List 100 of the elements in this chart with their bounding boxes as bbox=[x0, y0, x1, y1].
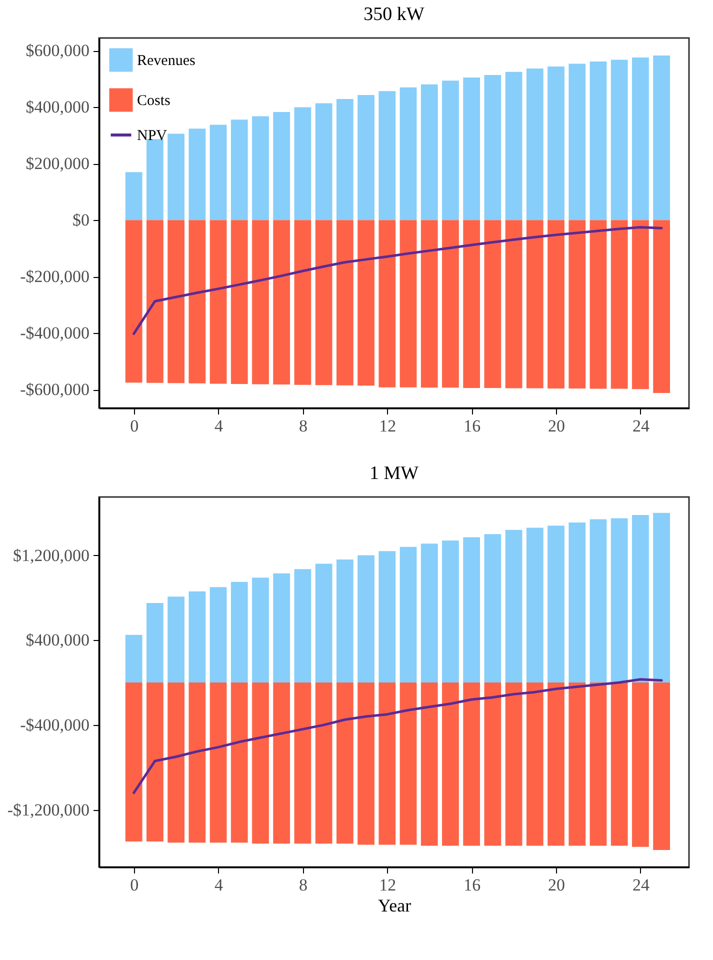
y-tick-label: $1,200,000 bbox=[13, 546, 90, 565]
bar bbox=[505, 530, 522, 683]
chart-title: 1 MW bbox=[369, 463, 419, 484]
y-tick-label: $200,000 bbox=[26, 154, 90, 174]
bar bbox=[252, 116, 269, 220]
bar bbox=[484, 682, 502, 846]
bar bbox=[230, 682, 248, 843]
bar bbox=[463, 537, 480, 683]
bar bbox=[400, 546, 417, 683]
bar bbox=[358, 555, 374, 683]
bar bbox=[632, 220, 649, 390]
bar bbox=[484, 534, 502, 683]
x-axis-title: Year bbox=[378, 896, 412, 916]
bar bbox=[273, 682, 290, 844]
bar bbox=[442, 80, 459, 220]
x-tick-label: 20 bbox=[548, 876, 566, 894]
bar bbox=[230, 220, 248, 384]
bar bbox=[653, 56, 670, 220]
bar bbox=[653, 512, 670, 683]
x-tick-label: 24 bbox=[632, 876, 650, 894]
bar bbox=[378, 682, 396, 845]
bar bbox=[125, 634, 142, 683]
bar bbox=[273, 220, 290, 385]
bar bbox=[273, 573, 290, 683]
bar bbox=[548, 682, 564, 846]
bar bbox=[125, 220, 142, 383]
bar bbox=[548, 220, 564, 389]
bar bbox=[590, 519, 607, 683]
bar bbox=[610, 518, 628, 683]
x-tick-label: 12 bbox=[379, 876, 396, 894]
bar bbox=[463, 78, 480, 220]
bar bbox=[590, 682, 607, 846]
bar bbox=[336, 220, 354, 386]
bar bbox=[505, 682, 522, 846]
bar bbox=[358, 682, 374, 845]
bar bbox=[188, 591, 206, 683]
bar bbox=[146, 603, 164, 683]
bar bbox=[188, 128, 206, 220]
bar bbox=[252, 682, 269, 844]
bar bbox=[526, 220, 544, 388]
bar bbox=[294, 107, 312, 220]
bar bbox=[210, 587, 227, 683]
bar bbox=[420, 84, 438, 220]
x-tick-label: 8 bbox=[298, 876, 308, 894]
bar bbox=[336, 99, 354, 220]
legend-label: NPV bbox=[137, 128, 168, 144]
bar bbox=[358, 220, 374, 386]
bar bbox=[125, 682, 142, 842]
bar bbox=[315, 220, 332, 386]
y-tick-label: $600,000 bbox=[26, 41, 90, 60]
x-tick-label: 16 bbox=[464, 416, 481, 436]
bar bbox=[273, 112, 290, 220]
bar bbox=[358, 95, 374, 220]
bar bbox=[590, 220, 607, 389]
x-tick-label: 4 bbox=[214, 416, 224, 436]
y-tick-label: $400,000 bbox=[26, 630, 90, 650]
x-tick-label: 12 bbox=[379, 416, 396, 436]
bar bbox=[420, 682, 438, 846]
bar bbox=[336, 560, 354, 683]
bar bbox=[484, 75, 502, 220]
y-tick-label: -$200,000 bbox=[20, 267, 90, 286]
x-tick-label: 0 bbox=[130, 876, 139, 894]
bar bbox=[336, 682, 354, 844]
bar bbox=[146, 220, 164, 383]
bar bbox=[505, 220, 522, 388]
x-tick-label: 0 bbox=[130, 416, 139, 436]
bar bbox=[632, 682, 649, 847]
bar bbox=[315, 682, 332, 844]
bar bbox=[632, 515, 649, 683]
bar bbox=[420, 220, 438, 388]
x-tick-label: 4 bbox=[214, 876, 224, 894]
bar bbox=[294, 220, 312, 385]
bar bbox=[125, 172, 142, 220]
bar bbox=[168, 596, 184, 683]
bar bbox=[568, 522, 586, 683]
bar bbox=[463, 682, 480, 846]
bar bbox=[294, 682, 312, 844]
bar bbox=[610, 220, 628, 389]
bar bbox=[146, 139, 164, 220]
x-tick-label: 16 bbox=[464, 876, 481, 894]
bar bbox=[568, 682, 586, 846]
bar bbox=[548, 66, 564, 220]
bar bbox=[188, 682, 206, 843]
chart-title: 350 kW bbox=[364, 4, 424, 25]
bar bbox=[610, 682, 628, 846]
bar bbox=[590, 61, 607, 220]
bar bbox=[168, 682, 184, 843]
bar bbox=[252, 578, 269, 683]
bar bbox=[653, 220, 670, 394]
bar bbox=[610, 60, 628, 220]
bar bbox=[548, 526, 564, 683]
bar bbox=[315, 103, 332, 220]
bar bbox=[442, 220, 459, 388]
bar bbox=[294, 569, 312, 683]
bar bbox=[442, 540, 459, 683]
bar bbox=[420, 544, 438, 683]
y-tick-label: -$600,000 bbox=[20, 380, 90, 400]
bar bbox=[653, 682, 670, 850]
y-tick-label: -$1,200,000 bbox=[7, 800, 90, 820]
bar bbox=[210, 220, 227, 384]
